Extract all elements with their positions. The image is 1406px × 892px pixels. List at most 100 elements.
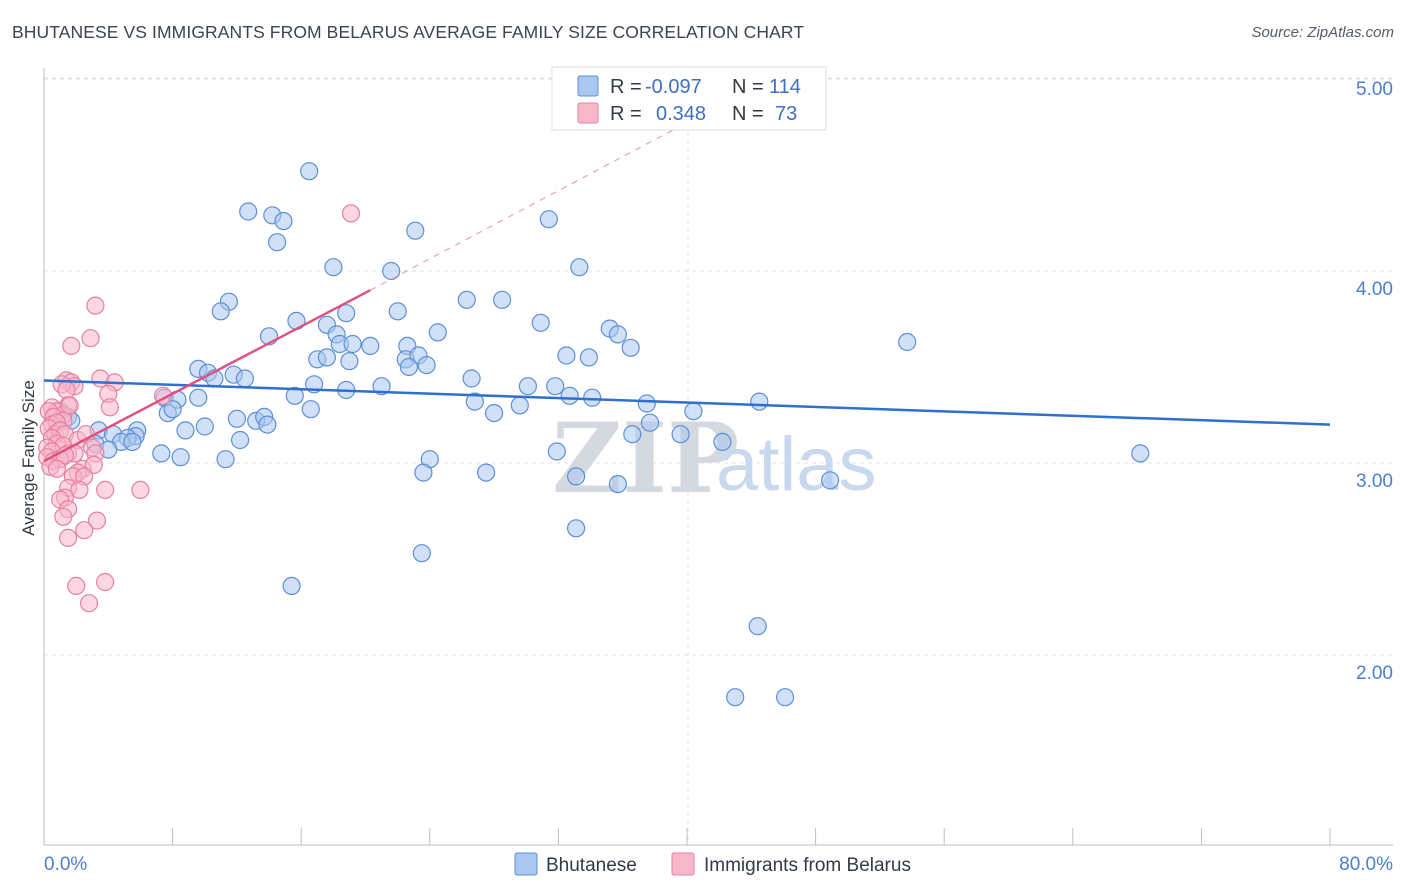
bhutanese-point	[570, 258, 589, 277]
bhutanese-point	[531, 313, 550, 332]
legend-n-value-2: 73	[775, 103, 797, 125]
belarus-trend-line	[43, 289, 371, 463]
belarus-point	[70, 480, 89, 499]
bhutanese-point	[477, 463, 496, 482]
bhutanese-point	[231, 430, 250, 450]
bhutanese-point	[623, 425, 642, 444]
bhutanese-point	[750, 392, 769, 411]
bhutanese-point	[195, 417, 214, 436]
bhutanese-point	[560, 386, 579, 405]
stats-legend: R = -0.097 N = 114 R = 0.348 N = 73	[551, 66, 827, 131]
bhutanese-point	[324, 258, 343, 277]
bhutanese-point	[671, 425, 690, 444]
belarus-point	[62, 336, 81, 355]
bhutanese-point	[726, 688, 745, 707]
bhutanese-point	[428, 323, 447, 342]
axes	[43, 68, 1393, 846]
bhutanese-point	[176, 421, 195, 440]
belarus-point	[75, 521, 94, 540]
legend-n-label-2: N =	[732, 103, 764, 125]
bhutanese-point	[268, 233, 287, 252]
belarus-point	[341, 204, 361, 223]
x-tick-min: 0.0%	[44, 854, 87, 875]
bhutanese-point	[748, 617, 767, 636]
bhutanese-point	[547, 442, 566, 461]
belarus-point	[60, 396, 79, 415]
bhutanese-point	[1131, 444, 1150, 463]
bhutanese-point	[493, 290, 512, 309]
watermark: ZIP atlas	[552, 402, 877, 515]
bhutanese-point	[518, 377, 538, 396]
belarus-point	[79, 594, 99, 613]
bhutanese-point	[566, 467, 586, 486]
belarus-point	[81, 329, 100, 348]
belarus-point	[100, 398, 120, 417]
legend-r-value-1: -0.097	[645, 76, 702, 98]
legend-n-label-1: N =	[732, 76, 764, 98]
bhutanese-point	[406, 221, 425, 240]
bhutanese-point	[216, 450, 235, 469]
bhutanese-point	[274, 212, 293, 231]
y-tick-label-2: 4.00	[1356, 279, 1393, 300]
bhutanese-point	[557, 346, 576, 365]
bhutanese-point	[361, 336, 380, 355]
belarus-point	[86, 296, 105, 315]
bhutanese-point	[510, 396, 529, 415]
bhutanese-point	[637, 394, 656, 413]
bhutanese-point	[235, 369, 254, 388]
bhutanese-point	[282, 576, 301, 596]
y-tick-label-0: 2.00	[1356, 663, 1393, 684]
bhutanese-point	[579, 348, 599, 367]
bottom-legend-swatch-bhutanese	[514, 852, 538, 876]
y-axis-label: Average Family Size	[19, 380, 38, 536]
chart-title: BHUTANESE VS IMMIGRANTS FROM BELARUS AVE…	[12, 22, 805, 42]
y-tick-labels: 2.00 3.00 4.00 5.00	[1356, 79, 1393, 684]
watermark-atlas: atlas	[716, 422, 877, 507]
bhutanese-point	[485, 404, 504, 423]
bhutanese-point	[301, 400, 320, 419]
source-credit: Source: ZipAtlas.com	[1251, 24, 1394, 41]
belarus-point	[47, 459, 67, 478]
belarus-point	[87, 511, 107, 530]
bhutanese-point	[189, 388, 208, 407]
bhutanese-point	[539, 210, 558, 229]
y-tick-label-3: 5.00	[1356, 79, 1393, 100]
trend-lines	[43, 88, 1331, 463]
bhutanese-point	[546, 377, 565, 396]
legend-swatch-blue	[577, 75, 599, 97]
bhutanese-point	[227, 409, 246, 428]
bhutanese-point	[258, 415, 277, 434]
bhutanese-point	[317, 348, 336, 367]
legend-r-label-2: R =	[610, 103, 642, 125]
bhutanese-point	[640, 413, 660, 432]
bhutanese-point	[898, 332, 917, 352]
bhutanese-point	[684, 402, 703, 421]
bhutanese-point	[300, 162, 319, 181]
bhutanese-point	[340, 352, 359, 371]
bhutanese-point	[343, 334, 362, 354]
belarus-point	[95, 572, 115, 592]
bhutanese-point	[163, 400, 182, 419]
bhutanese-point	[566, 519, 586, 538]
bhutanese-point	[414, 463, 433, 482]
bhutanese-point	[382, 261, 401, 281]
series-legend: Bhutanese Immigrants from Belarus	[514, 852, 911, 876]
bhutanese-point	[337, 304, 356, 323]
bottom-legend-swatch-belarus	[671, 852, 695, 876]
bhutanese-point	[462, 369, 481, 388]
legend-r-value-2: 0.348	[656, 103, 706, 125]
belarus-point	[54, 507, 73, 526]
bhutanese-point	[412, 544, 431, 563]
belarus-point	[67, 576, 86, 596]
belarus-point	[131, 480, 150, 499]
bhutanese-point	[820, 471, 840, 490]
bottom-legend-label-bhutanese: Bhutanese	[546, 855, 637, 876]
bhutanese-point	[285, 386, 304, 405]
y-tick-label-1: 3.00	[1356, 471, 1393, 492]
bhutanese-point	[152, 444, 171, 463]
bhutanese-point	[388, 302, 407, 321]
bhutanese-point	[123, 432, 142, 451]
legend-r-label-1: R =	[610, 76, 642, 98]
bhutanese-trend-line	[43, 379, 1331, 426]
